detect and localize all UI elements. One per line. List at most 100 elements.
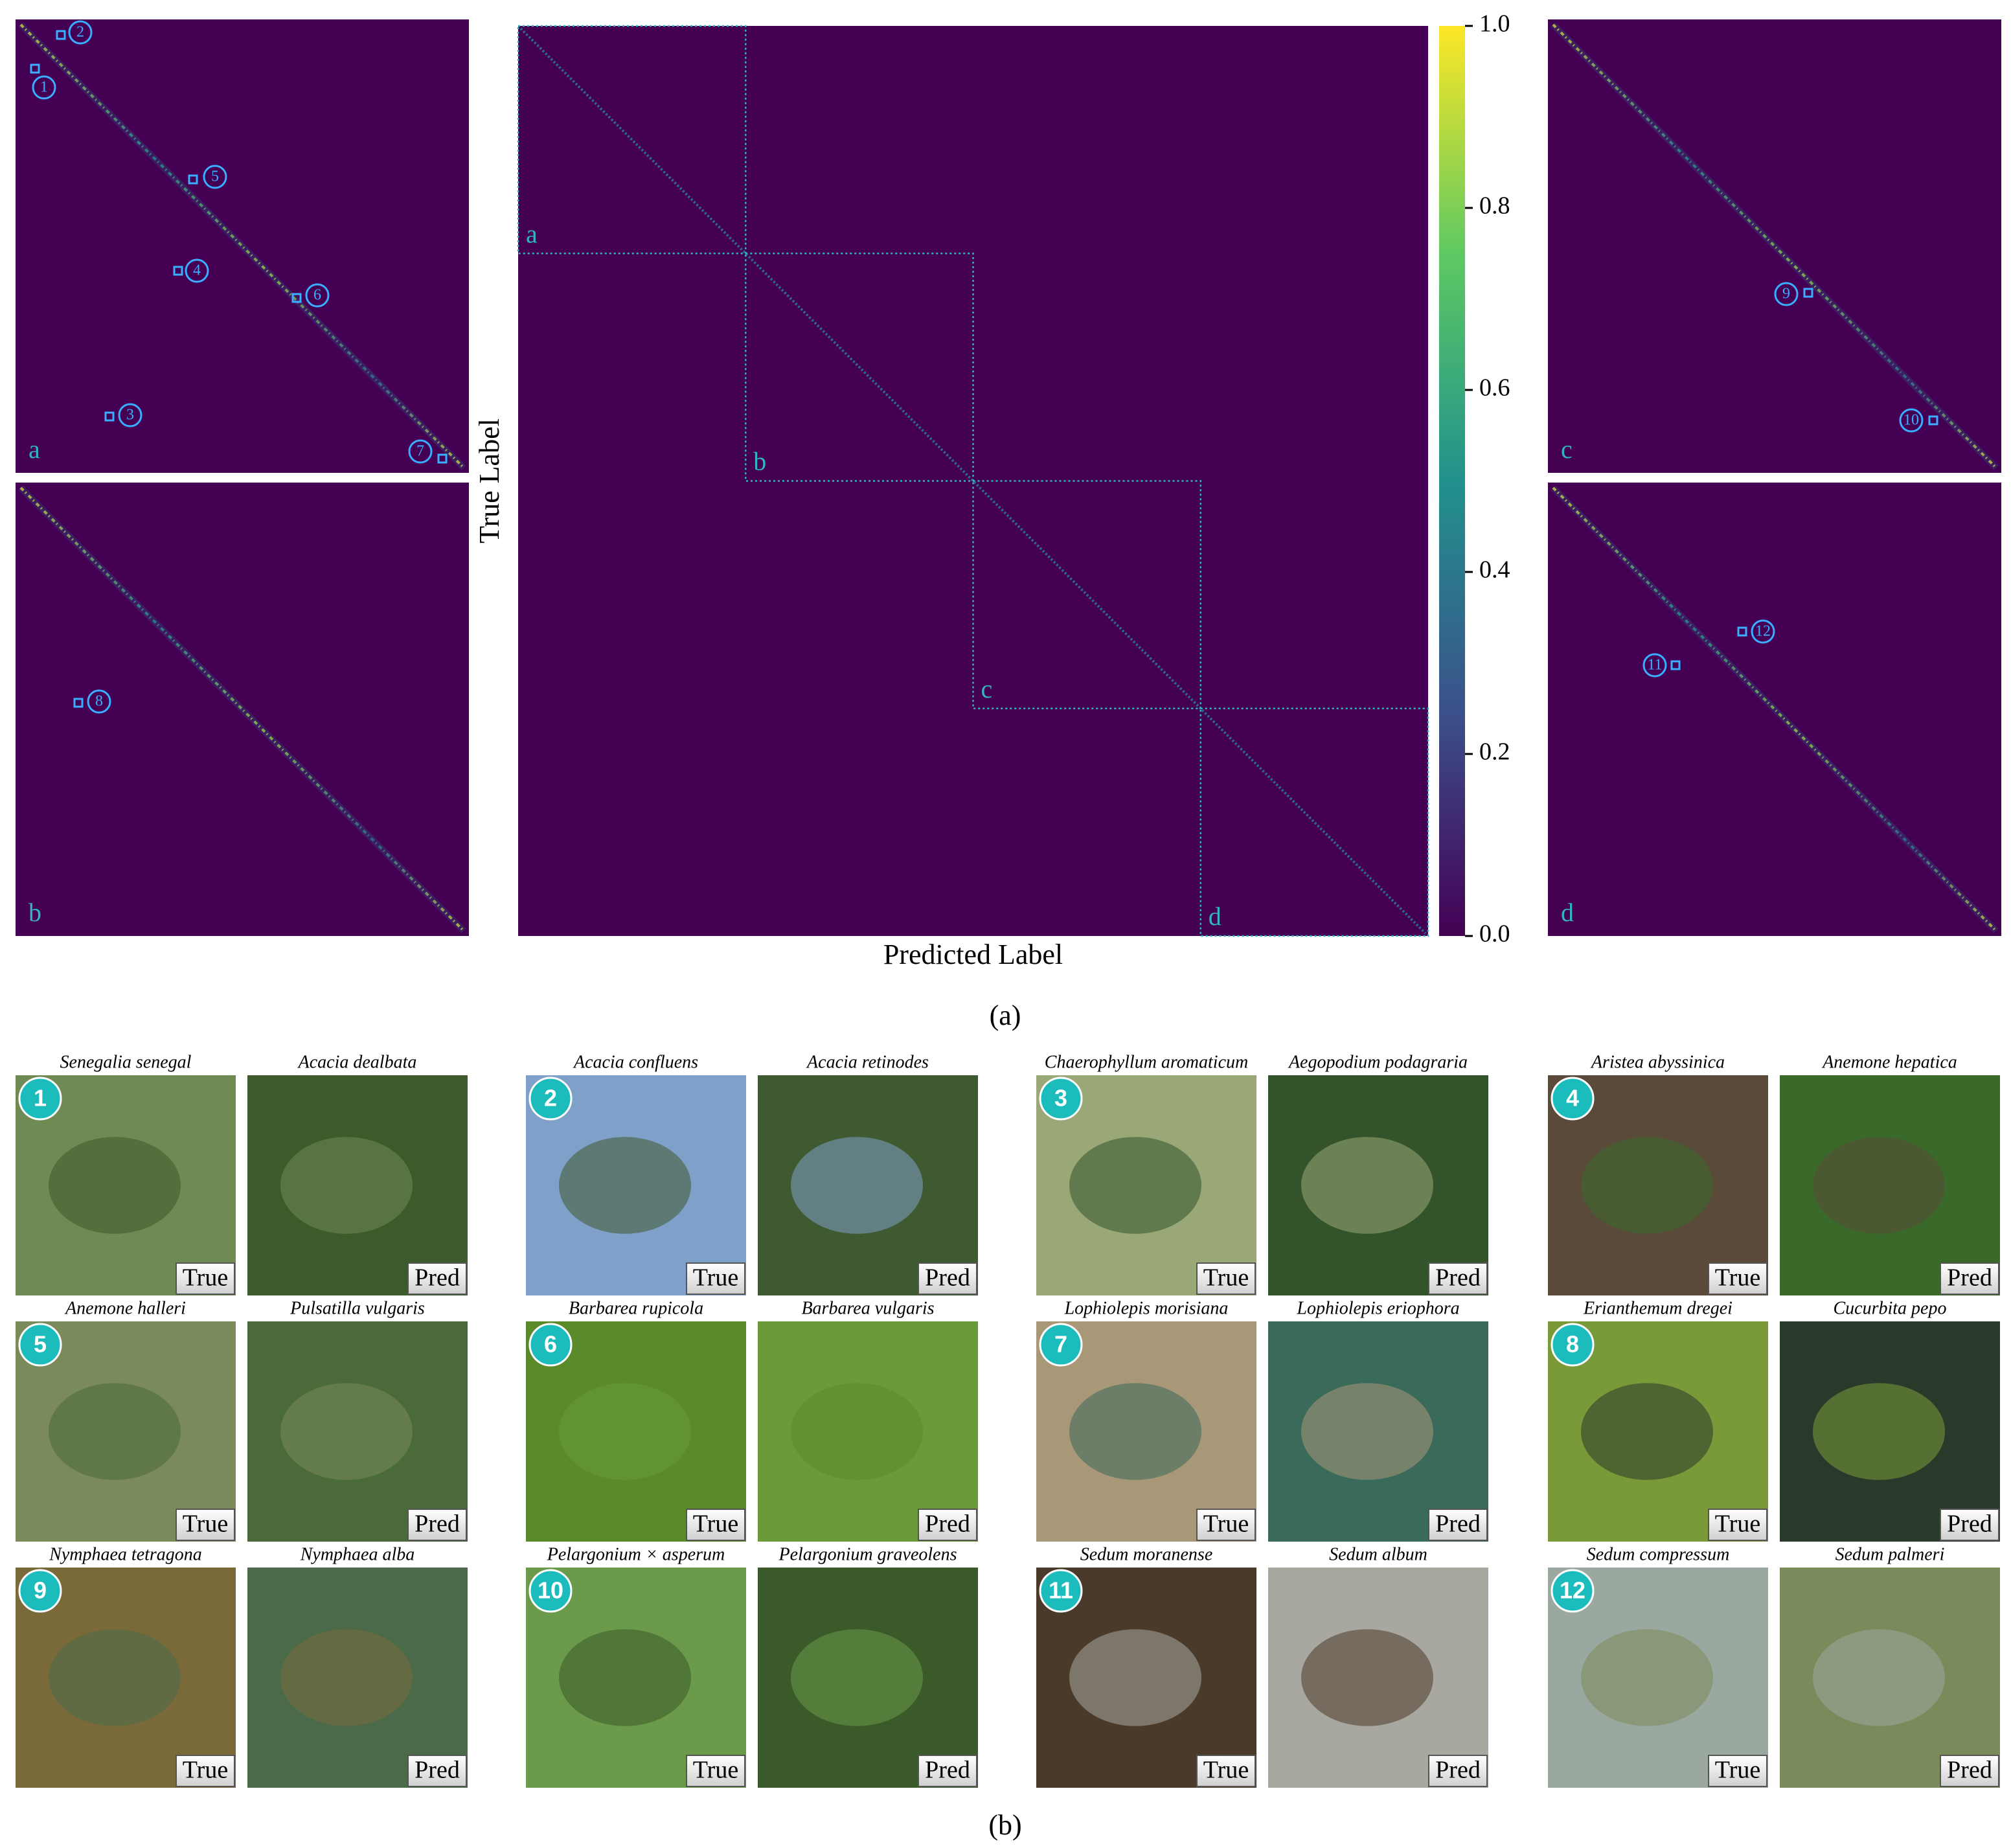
species-name: Sedum compressum xyxy=(1587,1544,1730,1564)
photo-tag: Pred xyxy=(925,1511,970,1538)
species-name: Anemone halleri xyxy=(64,1298,186,1318)
species-name: Acacia retinodes xyxy=(806,1052,929,1072)
photo-tag-box xyxy=(407,1509,467,1541)
region-letter: a xyxy=(526,219,538,248)
photo-tag: True xyxy=(1203,1757,1249,1784)
marker-circle xyxy=(203,165,227,189)
photo-tag-box xyxy=(176,1509,235,1541)
marker-box xyxy=(291,293,302,303)
caption: (a) xyxy=(990,999,1021,1031)
photo-detail xyxy=(559,1629,691,1726)
marker-number: 7 xyxy=(416,443,424,460)
colorbar-tick-label: 0.0 xyxy=(1479,920,1510,948)
photo-tag-box xyxy=(686,1262,745,1295)
marker-box xyxy=(1670,660,1681,670)
photo-tag: True xyxy=(1715,1264,1760,1292)
photo-tag-box xyxy=(1940,1755,1999,1787)
marker-box xyxy=(30,63,40,74)
species-name: Lophiolepis morisiana xyxy=(1064,1298,1229,1318)
example-number: 11 xyxy=(1049,1577,1073,1604)
photo-tag-box xyxy=(1708,1262,1767,1295)
species-name: Barbarea vulgaris xyxy=(801,1298,934,1318)
photo-tag: Pred xyxy=(1435,1511,1481,1538)
species-name: Senegalia senegal xyxy=(60,1052,192,1072)
zoom-region xyxy=(972,480,1201,709)
photo-tag-box xyxy=(1940,1262,1999,1295)
example-badge xyxy=(18,1569,62,1613)
photo-detail xyxy=(559,1137,691,1234)
photo-detail xyxy=(1813,1137,1945,1234)
marker-circle xyxy=(32,75,56,100)
example-number: 4 xyxy=(1566,1085,1579,1112)
marker-box xyxy=(1803,288,1813,298)
photo-tag-box xyxy=(1708,1755,1767,1787)
photo-tag: True xyxy=(1203,1264,1249,1292)
example-number: 6 xyxy=(544,1331,557,1358)
photo-tag: True xyxy=(693,1757,738,1784)
example-number: 12 xyxy=(1560,1577,1585,1604)
colorbar-tick-label: 1.0 xyxy=(1479,10,1510,38)
photo-tag: True xyxy=(183,1511,228,1538)
photo-tag-box xyxy=(407,1262,467,1295)
photo-detail xyxy=(1813,1383,1945,1480)
photo-tag-box xyxy=(918,1262,977,1295)
example-number: 1 xyxy=(34,1085,47,1112)
photo-tag: Pred xyxy=(1947,1757,1992,1784)
species-name: Anemone hepatica xyxy=(1821,1052,1957,1072)
photo-detail xyxy=(1069,1137,1201,1234)
photo-detail xyxy=(559,1383,691,1480)
photo-tag-box xyxy=(686,1755,745,1787)
photo-tag: Pred xyxy=(415,1757,460,1784)
photo-detail xyxy=(280,1629,413,1726)
photo-detail xyxy=(1581,1629,1713,1726)
marker-box xyxy=(437,453,448,464)
colorbar-tick-label: 0.6 xyxy=(1479,374,1510,402)
photo-tag: Pred xyxy=(1947,1511,1992,1538)
marker-number: 1 xyxy=(40,79,48,96)
marker-number: 9 xyxy=(1782,286,1790,302)
photo-tag-box xyxy=(1196,1509,1256,1541)
marker-number: 11 xyxy=(1647,657,1662,674)
marker-number: 6 xyxy=(313,287,321,304)
marker-box xyxy=(1928,415,1938,426)
photo-tag: True xyxy=(1715,1511,1760,1538)
marker-box xyxy=(73,698,84,708)
panel-letter: d xyxy=(1561,898,1574,927)
marker-circle xyxy=(1774,282,1799,306)
photo-detail xyxy=(280,1383,413,1480)
photo-detail xyxy=(1301,1629,1433,1726)
photo-detail xyxy=(1581,1137,1713,1234)
photo-tag: Pred xyxy=(1435,1757,1481,1784)
photo-tag-box xyxy=(1428,1509,1488,1541)
example-badge xyxy=(1551,1323,1595,1367)
example-badge xyxy=(1551,1569,1595,1613)
example-badge xyxy=(528,1323,573,1367)
photo-tag: Pred xyxy=(925,1264,970,1292)
photo-tag-box xyxy=(686,1509,745,1541)
marker-box xyxy=(56,30,66,40)
marker-circle xyxy=(305,283,330,308)
species-name: Sedum album xyxy=(1329,1544,1427,1564)
region-letter: b xyxy=(753,447,766,476)
photo-tag-box xyxy=(1196,1262,1256,1295)
matrix-diagonal-glow xyxy=(18,485,466,933)
photo-tag: Pred xyxy=(1947,1264,1992,1292)
species-name: Nymphaea tetragona xyxy=(49,1544,202,1564)
marker-circle xyxy=(1899,408,1924,433)
example-badge xyxy=(1039,1323,1083,1367)
matrix-diagonal xyxy=(519,27,1427,935)
marker-box xyxy=(188,174,198,185)
photo-tag-box xyxy=(1428,1755,1488,1787)
photo-tag-box xyxy=(1940,1509,1999,1541)
photo-tag: True xyxy=(183,1264,228,1292)
species-name: Sedum moranense xyxy=(1080,1544,1213,1564)
photo-detail xyxy=(791,1383,923,1480)
species-name: Nymphaea alba xyxy=(300,1544,415,1564)
marker-box xyxy=(173,266,183,276)
photo-tag: Pred xyxy=(1435,1264,1481,1292)
photo-tag: Pred xyxy=(925,1757,970,1784)
example-number: 7 xyxy=(1054,1331,1067,1358)
colorbar xyxy=(1439,26,1465,936)
